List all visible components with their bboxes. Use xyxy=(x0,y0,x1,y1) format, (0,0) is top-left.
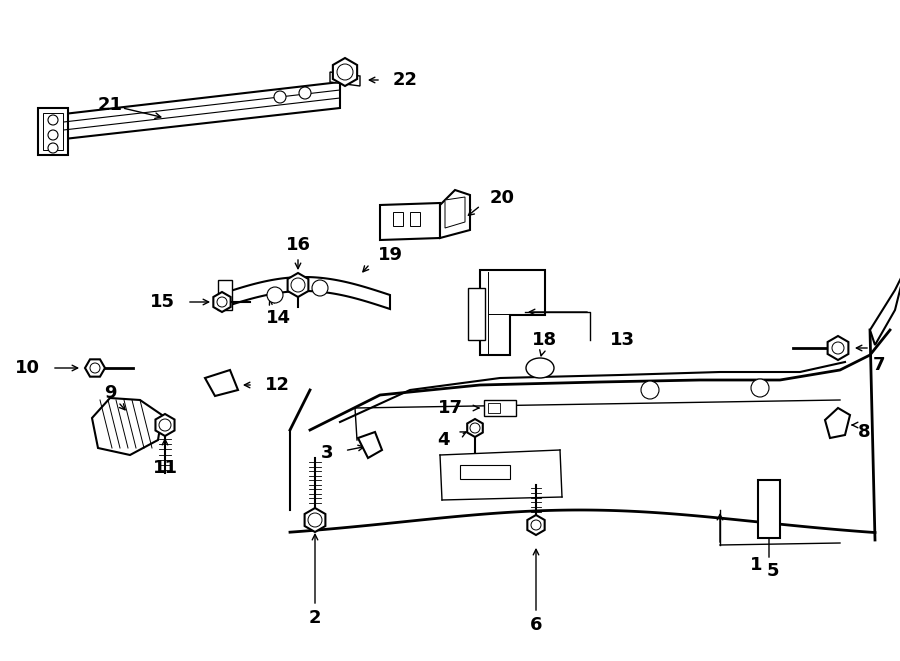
Text: 4: 4 xyxy=(437,431,450,449)
Circle shape xyxy=(291,278,305,292)
Polygon shape xyxy=(480,270,545,355)
Circle shape xyxy=(90,363,100,373)
Bar xyxy=(488,403,500,413)
Polygon shape xyxy=(213,292,230,312)
Polygon shape xyxy=(38,108,68,155)
Circle shape xyxy=(470,423,480,433)
Text: 12: 12 xyxy=(265,376,290,394)
Text: 16: 16 xyxy=(285,236,310,254)
Circle shape xyxy=(299,87,311,99)
Circle shape xyxy=(48,130,58,140)
Polygon shape xyxy=(330,72,360,86)
Polygon shape xyxy=(55,82,340,140)
Bar xyxy=(484,400,516,416)
Circle shape xyxy=(267,287,283,303)
Polygon shape xyxy=(445,197,465,228)
Polygon shape xyxy=(467,419,482,437)
Text: 17: 17 xyxy=(438,399,463,417)
Circle shape xyxy=(48,143,58,153)
Text: 14: 14 xyxy=(266,309,291,327)
Text: 1: 1 xyxy=(750,556,762,574)
Text: 13: 13 xyxy=(610,331,635,349)
Text: 21: 21 xyxy=(97,96,122,114)
Text: 20: 20 xyxy=(490,189,515,207)
Circle shape xyxy=(641,381,659,399)
Polygon shape xyxy=(43,113,63,150)
Bar xyxy=(410,212,420,226)
Circle shape xyxy=(217,297,227,307)
Text: 2: 2 xyxy=(309,609,321,627)
Text: 19: 19 xyxy=(378,246,403,264)
Circle shape xyxy=(48,115,58,125)
Text: 10: 10 xyxy=(15,359,40,377)
Bar xyxy=(393,212,403,226)
Circle shape xyxy=(337,64,353,80)
Text: 22: 22 xyxy=(393,71,418,89)
Polygon shape xyxy=(870,270,900,345)
Circle shape xyxy=(274,91,286,103)
Polygon shape xyxy=(333,58,357,86)
Circle shape xyxy=(312,280,328,296)
Polygon shape xyxy=(288,273,309,297)
Text: 15: 15 xyxy=(150,293,175,311)
Text: 8: 8 xyxy=(858,423,870,441)
Text: 9: 9 xyxy=(104,384,116,402)
Polygon shape xyxy=(468,288,485,340)
Ellipse shape xyxy=(526,358,554,378)
Polygon shape xyxy=(205,370,238,396)
Text: 5: 5 xyxy=(767,562,779,580)
Polygon shape xyxy=(156,414,175,436)
Text: 7: 7 xyxy=(873,356,886,374)
Polygon shape xyxy=(304,508,326,532)
Text: 18: 18 xyxy=(533,331,558,349)
Text: 11: 11 xyxy=(152,459,177,477)
Bar xyxy=(460,465,510,479)
Polygon shape xyxy=(527,515,544,535)
Polygon shape xyxy=(440,190,470,238)
Text: 6: 6 xyxy=(530,616,542,634)
Circle shape xyxy=(832,342,844,354)
Polygon shape xyxy=(218,280,232,310)
Bar xyxy=(758,480,780,538)
Polygon shape xyxy=(92,398,162,455)
Polygon shape xyxy=(358,432,382,458)
Circle shape xyxy=(751,379,769,397)
Polygon shape xyxy=(380,203,440,240)
Circle shape xyxy=(159,419,171,431)
Circle shape xyxy=(308,513,322,527)
Polygon shape xyxy=(85,360,105,377)
Polygon shape xyxy=(825,408,850,438)
Text: 3: 3 xyxy=(320,444,333,462)
Circle shape xyxy=(531,520,541,530)
Polygon shape xyxy=(828,336,849,360)
Polygon shape xyxy=(218,277,390,309)
